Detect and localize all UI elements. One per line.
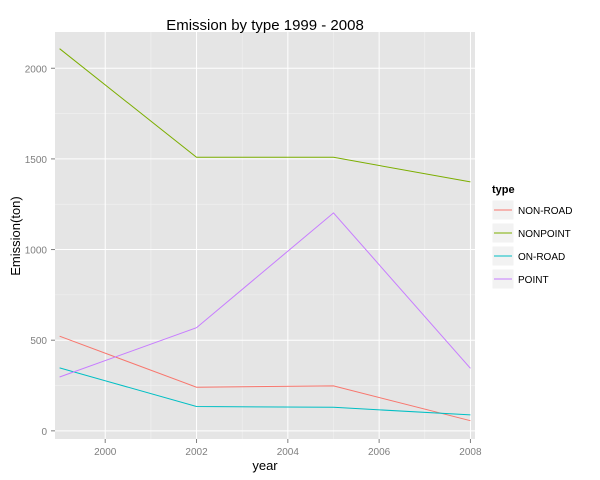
legend-item-non-road: NON-ROAD	[491, 199, 572, 221]
legend-item-nonpoint: NONPOINT	[491, 222, 571, 244]
series-line-nonpoint	[59, 48, 471, 183]
legend-label: POINT	[518, 275, 549, 286]
y-tick-label: 1500	[25, 155, 48, 166]
plot-panel	[55, 32, 475, 439]
legend-item-point: POINT	[491, 268, 549, 290]
legend-title: type	[492, 184, 515, 196]
y-axis-label: Emission(ton)	[8, 196, 23, 275]
y-tick-label: 1000	[25, 246, 48, 257]
legend-label: NON-ROAD	[518, 206, 572, 217]
grid	[55, 32, 475, 439]
legend: type NON-ROAD NONPOINT ON-ROAD POINT	[491, 184, 572, 290]
x-tick-label: 2006	[368, 447, 391, 458]
x-tick-label: 2002	[185, 447, 208, 458]
series-lines	[59, 48, 471, 422]
legend-item-on-road: ON-ROAD	[491, 245, 565, 267]
axis-ticks: 0 500 1000 1500 2000 2000 2002 2004 2006 2008	[25, 64, 482, 458]
y-tick-label: 500	[30, 336, 47, 347]
legend-label: NONPOINT	[518, 229, 571, 240]
x-axis-label: year	[252, 458, 278, 473]
series-line-non-road	[59, 335, 471, 422]
series-line-point	[59, 212, 471, 378]
x-tick-label: 2004	[277, 447, 300, 458]
chart-title: Emission by type 1999 - 2008	[166, 17, 364, 34]
legend-label: ON-ROAD	[518, 252, 565, 263]
y-tick-label: 2000	[25, 64, 48, 75]
x-tick-label: 2008	[459, 447, 482, 458]
legend-items: NON-ROAD NONPOINT ON-ROAD POINT	[491, 199, 572, 290]
series-line-on-road	[59, 367, 471, 416]
y-tick-label: 0	[41, 427, 47, 438]
x-tick-label: 2000	[94, 447, 117, 458]
